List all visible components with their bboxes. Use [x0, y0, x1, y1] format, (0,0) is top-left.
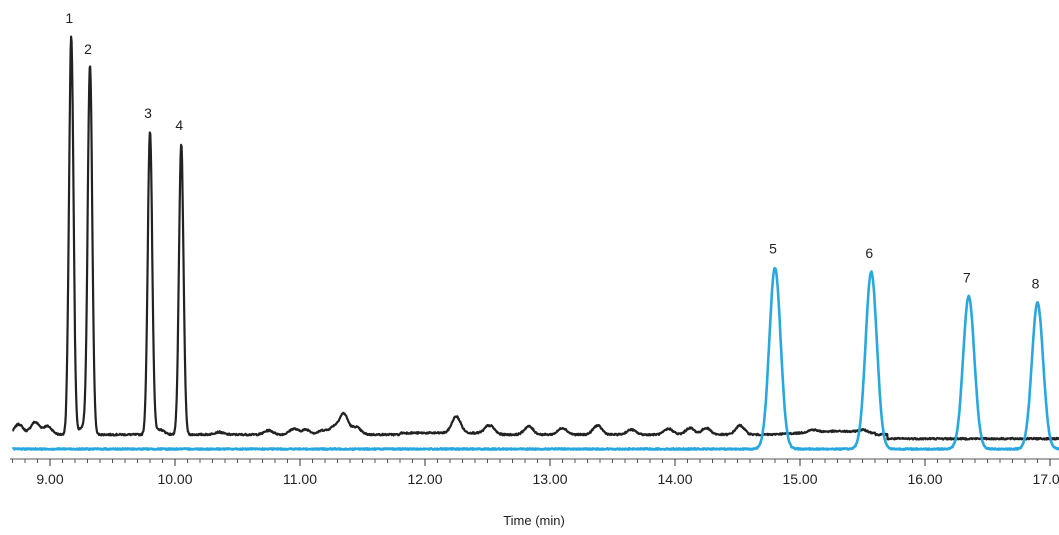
x-axis-tick-label: 11.00 [283, 471, 317, 487]
peak-label: 2 [84, 41, 92, 57]
peak-labels: 12 3 4 5 6 7 8 [65, 10, 1039, 292]
series-black-trace [13, 37, 1059, 440]
x-axis-tick-labels: 9.00 10.00 11.00 12.00 13.00 14.00 15.00 16.00 1… [36, 471, 1059, 487]
x-axis-tick-label: 15.00 [782, 471, 817, 487]
x-axis-tick-label: 16.00 [907, 471, 942, 487]
peak-label: 1 [65, 10, 73, 26]
x-axis-tick-label: 14.00 [657, 471, 692, 487]
x-axis-title: Time (min) [503, 513, 565, 528]
peak-label: 4 [175, 117, 183, 133]
peak-label: 3 [144, 105, 152, 121]
x-axis-minor-ticks [13, 459, 1051, 463]
peak-label: 8 [1032, 276, 1040, 292]
x-axis-tick-label: 13.00 [532, 471, 567, 487]
series-blue-trace [13, 268, 1059, 449]
x-axis-tick-label: 9.00 [36, 471, 63, 487]
x-axis-tick-label: 10.00 [157, 471, 192, 487]
peak-label: 5 [769, 241, 777, 257]
peak-label: 6 [865, 245, 873, 261]
x-axis-tick-label: 17.00 [1032, 471, 1059, 487]
peak-label: 7 [963, 270, 971, 286]
x-axis-tick-label: 12.00 [407, 471, 442, 487]
